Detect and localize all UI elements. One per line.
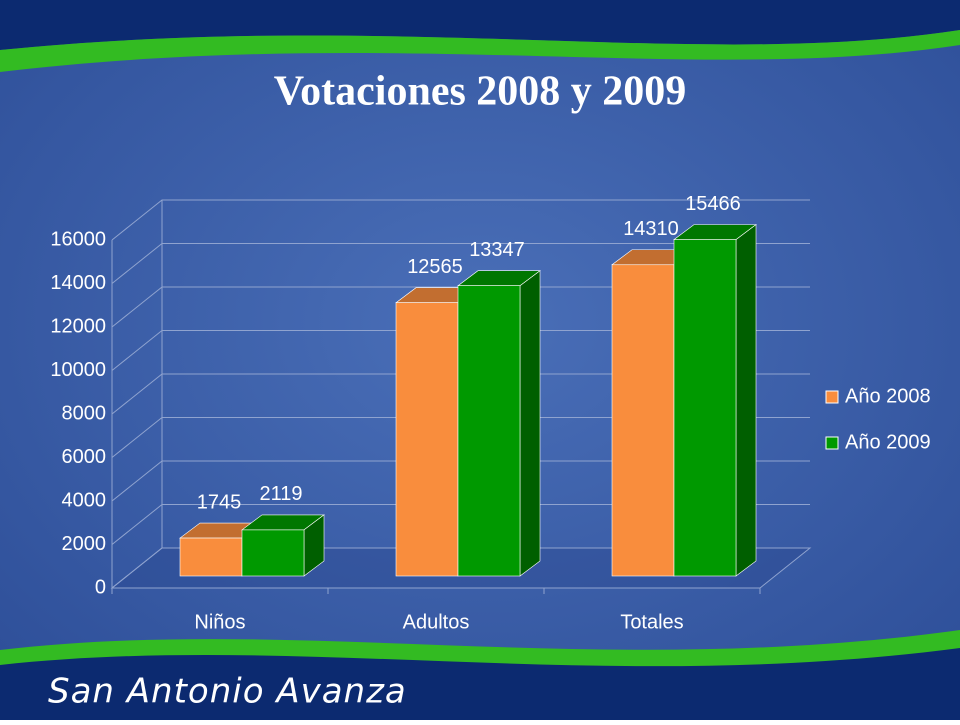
x-tick-label: Niños: [194, 611, 245, 633]
grid-line: [111, 199, 810, 241]
value-label: 2119: [259, 483, 302, 505]
grid-line: [111, 243, 810, 284]
value-label: 14310: [623, 218, 679, 240]
legend-swatch: [825, 390, 839, 404]
grid-line: [111, 504, 810, 545]
bar-front: [673, 239, 737, 577]
bar: [673, 224, 757, 577]
bar-side: [519, 270, 541, 577]
bar: [241, 514, 325, 577]
x-tick-label: Totales: [620, 611, 683, 633]
bar-front: [611, 264, 675, 577]
y-tick-label: 0: [95, 576, 106, 598]
grid-line: [111, 330, 810, 371]
grid-line: [111, 460, 810, 502]
bar: [457, 270, 541, 577]
value-label: 13347: [469, 239, 525, 261]
y-tick-label: 10000: [50, 359, 106, 381]
y-tick-label: 2000: [62, 533, 107, 555]
top-band: [0, 0, 960, 50]
y-tick-label: 16000: [50, 228, 106, 250]
plot: 0 2000 4000 6000 8000 10000 12000 14000 16000 Niñ…: [50, 193, 930, 633]
bar-front: [395, 302, 459, 577]
y-tick-label: 4000: [62, 489, 107, 511]
footer-text: San Antonio Avanza: [48, 672, 407, 712]
value-label: 1745: [197, 491, 242, 513]
bar-front: [179, 537, 243, 577]
chart-title: Votaciones 2008 y 2009: [274, 69, 687, 115]
legend-label: Año 2008: [845, 385, 931, 407]
x-tick-label: Adultos: [403, 611, 470, 633]
y-tick-label: 8000: [62, 402, 107, 424]
bar-front: [241, 529, 305, 577]
y-tick-label: 6000: [62, 446, 107, 468]
value-label: 12565: [407, 256, 463, 278]
grid-line: [111, 373, 810, 415]
grid-line: [111, 286, 810, 328]
bar-front: [457, 285, 521, 577]
legend-swatch: [825, 436, 839, 450]
grid-line: [111, 547, 810, 589]
y-tick-label: 12000: [50, 315, 106, 337]
value-label: 15466: [685, 193, 741, 215]
bar-side: [735, 224, 757, 577]
grid-line: [111, 417, 810, 458]
y-tick-label: 14000: [50, 272, 106, 294]
top-wave: [0, 30, 960, 72]
bottom-band: [0, 648, 960, 720]
legend-label: Año 2009: [845, 431, 931, 453]
